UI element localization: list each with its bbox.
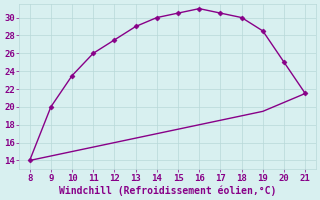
X-axis label: Windchill (Refroidissement éolien,°C): Windchill (Refroidissement éolien,°C)	[59, 185, 276, 196]
